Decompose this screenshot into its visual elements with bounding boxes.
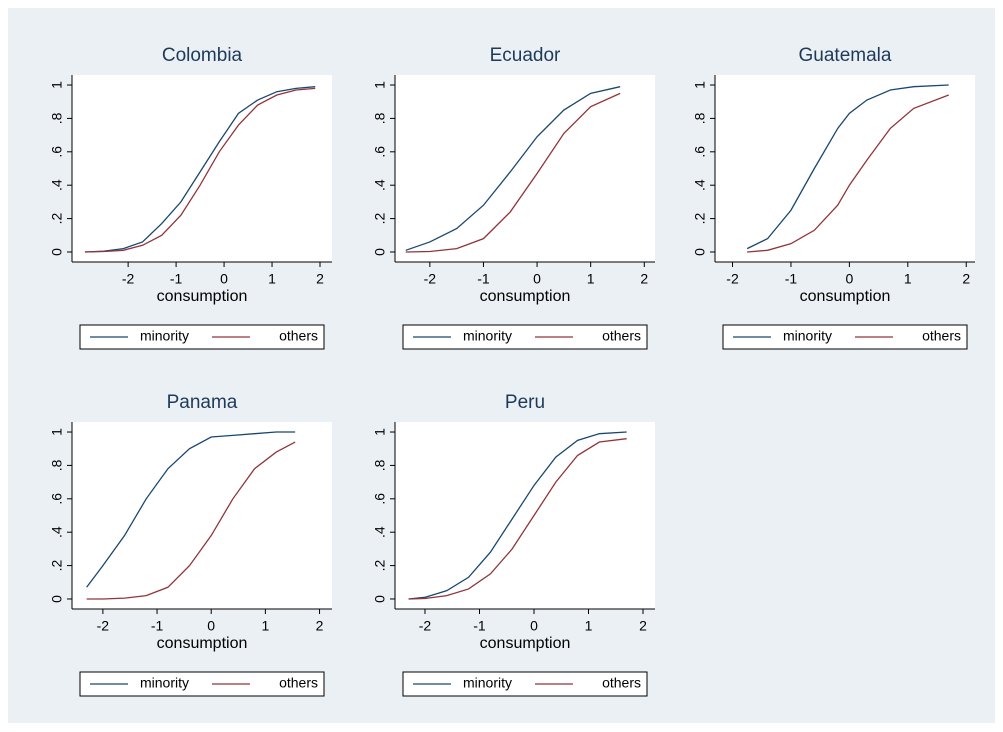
panel-title: Guatemala xyxy=(799,45,892,66)
x-tick-label: 2 xyxy=(962,271,970,287)
series-line xyxy=(84,87,316,253)
plot-region xyxy=(395,75,655,262)
x-tick-label: 2 xyxy=(639,618,647,634)
x-tick-label: -2 xyxy=(424,271,437,287)
x-tick-label: -2 xyxy=(419,618,432,634)
x-tick-label: 2 xyxy=(316,618,324,634)
y-tick-label: .4 xyxy=(372,526,388,538)
x-tick-label: 1 xyxy=(587,271,595,287)
x-axis-label: consumption xyxy=(480,635,571,652)
y-tick-label: .2 xyxy=(692,213,708,225)
y-tick-label: .6 xyxy=(49,493,65,505)
legend-label: others xyxy=(279,675,318,691)
x-tick-label: 1 xyxy=(268,271,276,287)
series-line xyxy=(84,86,316,253)
y-tick-label: 1 xyxy=(372,81,388,89)
panel-title: Ecuador xyxy=(490,45,561,66)
series-line xyxy=(408,438,627,600)
y-tick-label: .2 xyxy=(372,213,388,225)
x-axis-label: consumption xyxy=(157,288,248,305)
x-tick-label: 2 xyxy=(316,271,324,287)
x-tick-label: -2 xyxy=(97,618,110,634)
legend-label: others xyxy=(602,328,641,344)
plot-region xyxy=(715,75,975,262)
y-tick-label: 0 xyxy=(372,595,388,603)
legend-label: minority xyxy=(140,328,189,344)
y-tick-label: 1 xyxy=(692,81,708,89)
y-tick-label: .8 xyxy=(49,112,65,124)
y-tick-label: .4 xyxy=(49,526,65,538)
x-tick-label: -1 xyxy=(473,618,486,634)
x-tick-label: 1 xyxy=(261,618,269,634)
x-axis-label: consumption xyxy=(157,635,248,652)
x-tick-label: -1 xyxy=(170,271,183,287)
legend-label: minority xyxy=(140,675,189,691)
series-line xyxy=(405,86,621,251)
y-tick-label: .8 xyxy=(49,459,65,471)
y-tick-label: .4 xyxy=(49,179,65,191)
legend-label: minority xyxy=(783,328,832,344)
x-tick-label: 2 xyxy=(640,271,648,287)
plot-region xyxy=(72,422,332,609)
y-tick-label: .4 xyxy=(372,179,388,191)
legend-label: others xyxy=(279,328,318,344)
x-axis-label: consumption xyxy=(480,288,571,305)
x-tick-label: 1 xyxy=(904,271,912,287)
x-tick-label: -2 xyxy=(726,271,739,287)
panel-title: Panama xyxy=(167,392,238,413)
y-tick-label: .6 xyxy=(49,146,65,158)
y-tick-label: .6 xyxy=(372,146,388,158)
series-line xyxy=(746,84,949,250)
panel-title: Colombia xyxy=(162,45,243,66)
series-line xyxy=(747,94,949,253)
plot-region xyxy=(395,422,655,609)
y-tick-label: 0 xyxy=(372,248,388,256)
y-tick-label: .2 xyxy=(372,560,388,572)
x-tick-label: 0 xyxy=(530,618,538,634)
x-tick-label: -2 xyxy=(122,271,135,287)
series-line xyxy=(405,92,621,253)
y-tick-label: .6 xyxy=(692,146,708,158)
series-line xyxy=(86,431,296,588)
x-tick-label: -1 xyxy=(785,271,798,287)
y-tick-label: 0 xyxy=(49,595,65,603)
y-tick-label: .2 xyxy=(49,560,65,572)
x-tick-label: 0 xyxy=(207,618,215,634)
x-tick-label: 0 xyxy=(533,271,541,287)
series-line xyxy=(408,431,627,600)
x-tick-label: 0 xyxy=(220,271,228,287)
legend-label: others xyxy=(922,328,961,344)
y-tick-label: 0 xyxy=(49,248,65,256)
legend-label: minority xyxy=(463,328,512,344)
y-tick-label: .2 xyxy=(49,213,65,225)
y-tick-label: 1 xyxy=(49,428,65,436)
y-tick-label: .8 xyxy=(372,112,388,124)
x-tick-label: -1 xyxy=(477,271,490,287)
y-tick-label: .8 xyxy=(692,112,708,124)
x-tick-label: 1 xyxy=(585,618,593,634)
y-tick-label: 1 xyxy=(49,81,65,89)
legend-label: minority xyxy=(463,675,512,691)
legend-label: others xyxy=(602,675,641,691)
x-tick-label: -1 xyxy=(151,618,164,634)
x-axis-label: consumption xyxy=(800,288,891,305)
series-line xyxy=(86,441,296,600)
y-tick-label: 1 xyxy=(372,428,388,436)
y-tick-label: .8 xyxy=(372,459,388,471)
y-tick-label: .4 xyxy=(692,179,708,191)
y-tick-label: 0 xyxy=(692,248,708,256)
panel-title: Peru xyxy=(505,392,545,413)
y-tick-label: .6 xyxy=(372,493,388,505)
x-tick-label: 0 xyxy=(845,271,853,287)
